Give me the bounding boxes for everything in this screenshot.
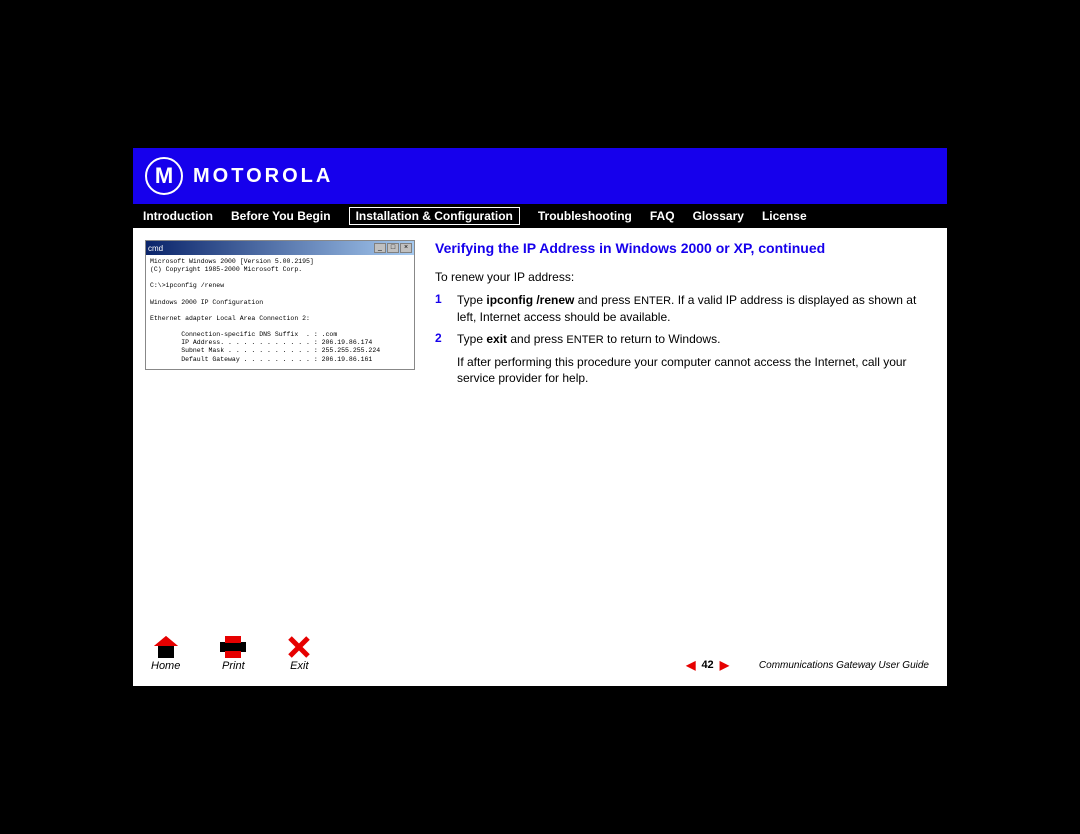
nav-bar: Introduction Before You Begin Installati… [133, 204, 947, 228]
nav-license[interactable]: License [762, 209, 807, 223]
print-icon [220, 636, 246, 658]
step-text-mid: and press [574, 293, 633, 307]
step-text-key: ENTER [566, 334, 603, 346]
nav-troubleshooting[interactable]: Troubleshooting [538, 209, 632, 223]
step-text-bold: exit [486, 332, 507, 346]
step-number: 1 [435, 292, 457, 325]
cmd-maximize-icon: □ [387, 243, 399, 253]
exit-button[interactable]: Exit [286, 636, 312, 672]
cmd-title: cmd [148, 244, 163, 253]
footer-info: ◀ 42 ▶ Communications Gateway User Guide [686, 658, 929, 672]
cmd-minimize-icon: _ [374, 243, 386, 253]
intro-line: To renew your IP address: [435, 270, 929, 284]
nav-introduction[interactable]: Introduction [143, 209, 213, 223]
print-label: Print [222, 660, 245, 672]
home-label: Home [151, 660, 180, 672]
step-text-mid: and press [507, 332, 566, 346]
header-banner: M MOTOROLA [133, 148, 947, 204]
content-area: cmd _ □ × Microsoft Windows 2000 [Versio… [133, 228, 947, 392]
page-number: 42 [701, 659, 713, 671]
exit-icon [286, 636, 312, 658]
section-title: Verifying the IP Address in Windows 2000… [435, 240, 929, 256]
step-text-pre: Type [457, 293, 486, 307]
nav-glossary[interactable]: Glossary [693, 209, 744, 223]
step-text-bold: ipconfig /renew [486, 293, 574, 307]
step-2: 2 Type exit and press ENTER to return to… [435, 331, 929, 348]
note-spacer [435, 354, 457, 386]
prev-page-arrow-icon[interactable]: ◀ [686, 658, 695, 672]
step-text: Type exit and press ENTER to return to W… [457, 331, 929, 348]
guide-title: Communications Gateway User Guide [759, 660, 929, 671]
footer-controls: Home Print [151, 636, 312, 672]
step-text-post: to return to Windows. [604, 332, 721, 346]
cmd-window-buttons: _ □ × [374, 243, 412, 253]
brand-name: MOTOROLA [193, 165, 333, 188]
footer: Home Print [133, 636, 947, 672]
cmd-titlebar: cmd _ □ × [146, 241, 414, 255]
exit-label: Exit [290, 660, 308, 672]
step-text: Type ipconfig /renew and press ENTER. If… [457, 292, 929, 325]
step-text-pre: Type [457, 332, 486, 346]
document-page: M MOTOROLA Introduction Before You Begin… [133, 148, 947, 686]
note-text: If after performing this procedure your … [457, 354, 929, 386]
logo-ring-icon: M [145, 157, 183, 195]
cmd-window: cmd _ □ × Microsoft Windows 2000 [Versio… [145, 240, 415, 370]
cmd-output: Microsoft Windows 2000 [Version 5.00.219… [146, 255, 414, 369]
nav-installation-configuration[interactable]: Installation & Configuration [349, 207, 520, 225]
cmd-close-icon: × [400, 243, 412, 253]
note-row: If after performing this procedure your … [435, 354, 929, 386]
home-button[interactable]: Home [151, 636, 180, 672]
nav-before-you-begin[interactable]: Before You Begin [231, 209, 331, 223]
next-page-arrow-icon[interactable]: ▶ [720, 658, 729, 672]
nav-faq[interactable]: FAQ [650, 209, 675, 223]
main-text: Verifying the IP Address in Windows 2000… [435, 240, 929, 392]
step-number: 2 [435, 331, 457, 348]
logo-m-icon: M [155, 163, 173, 189]
print-button[interactable]: Print [220, 636, 246, 672]
step-text-key: ENTER [634, 295, 671, 307]
step-1: 1 Type ipconfig /renew and press ENTER. … [435, 292, 929, 325]
page-navigation: ◀ 42 ▶ [686, 658, 729, 672]
home-icon [153, 636, 179, 658]
